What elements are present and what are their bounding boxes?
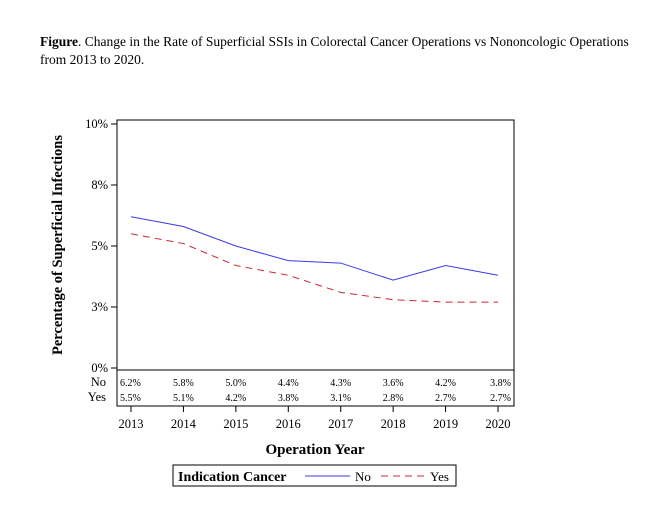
data-label: 2.7% <box>435 393 456 404</box>
series-line-yes <box>130 233 498 303</box>
data-label: 2.7% <box>490 393 511 404</box>
data-label: 2.8% <box>383 393 404 404</box>
x-tick-label: 2019 <box>433 417 458 431</box>
x-axis-title: Operation Year <box>265 442 364 458</box>
y-tick-label: 10% <box>85 117 108 131</box>
x-tick-label: 2020 <box>486 417 511 431</box>
table-row-label: No <box>91 375 106 389</box>
legend-frame <box>172 464 457 487</box>
y-tick-label: 5% <box>91 239 108 253</box>
data-label: 6.2% <box>120 378 141 389</box>
data-label: 5.8% <box>173 378 194 389</box>
caption-label: Figure <box>40 34 78 49</box>
legend-title: Indication Cancer <box>178 470 287 485</box>
data-label: 3.8% <box>490 378 511 389</box>
series-line-no <box>130 216 499 281</box>
x-tick-label: 2015 <box>223 417 248 431</box>
y-axis-title: Percentage of Superficial Infections <box>50 135 66 355</box>
y-tick-label: 8% <box>91 178 108 192</box>
caption-text: . Change in the Rate of Superficial SSIs… <box>40 34 629 67</box>
data-label: 4.2% <box>225 393 246 404</box>
x-tick-label: 2013 <box>119 417 144 431</box>
data-label: 3.6% <box>383 378 404 389</box>
x-tick-label: 2018 <box>381 417 406 431</box>
y-tick-label: 0% <box>91 361 108 375</box>
x-tick-label: 2017 <box>328 417 353 431</box>
legend: Indication Cancer No Yes <box>172 464 457 487</box>
x-tick-label: 2014 <box>171 417 197 431</box>
legend-label-yes: Yes <box>430 469 449 484</box>
legend-label-no: No <box>355 469 371 484</box>
figure-caption: Figure. Change in the Rate of Superficia… <box>40 33 630 69</box>
data-label: 5.5% <box>120 393 141 404</box>
y-tick-label: 3% <box>91 300 108 314</box>
data-label: 3.8% <box>278 393 299 404</box>
x-tick-label: 2016 <box>276 417 301 431</box>
data-label: 3.1% <box>330 393 351 404</box>
plot-frame <box>116 119 515 407</box>
table-row-label: Yes <box>88 390 106 404</box>
data-label: 5.1% <box>173 393 194 404</box>
data-label: 5.0% <box>225 378 246 389</box>
data-label: 4.2% <box>435 378 456 389</box>
data-label: 4.3% <box>330 378 351 389</box>
data-label: 4.4% <box>278 378 299 389</box>
